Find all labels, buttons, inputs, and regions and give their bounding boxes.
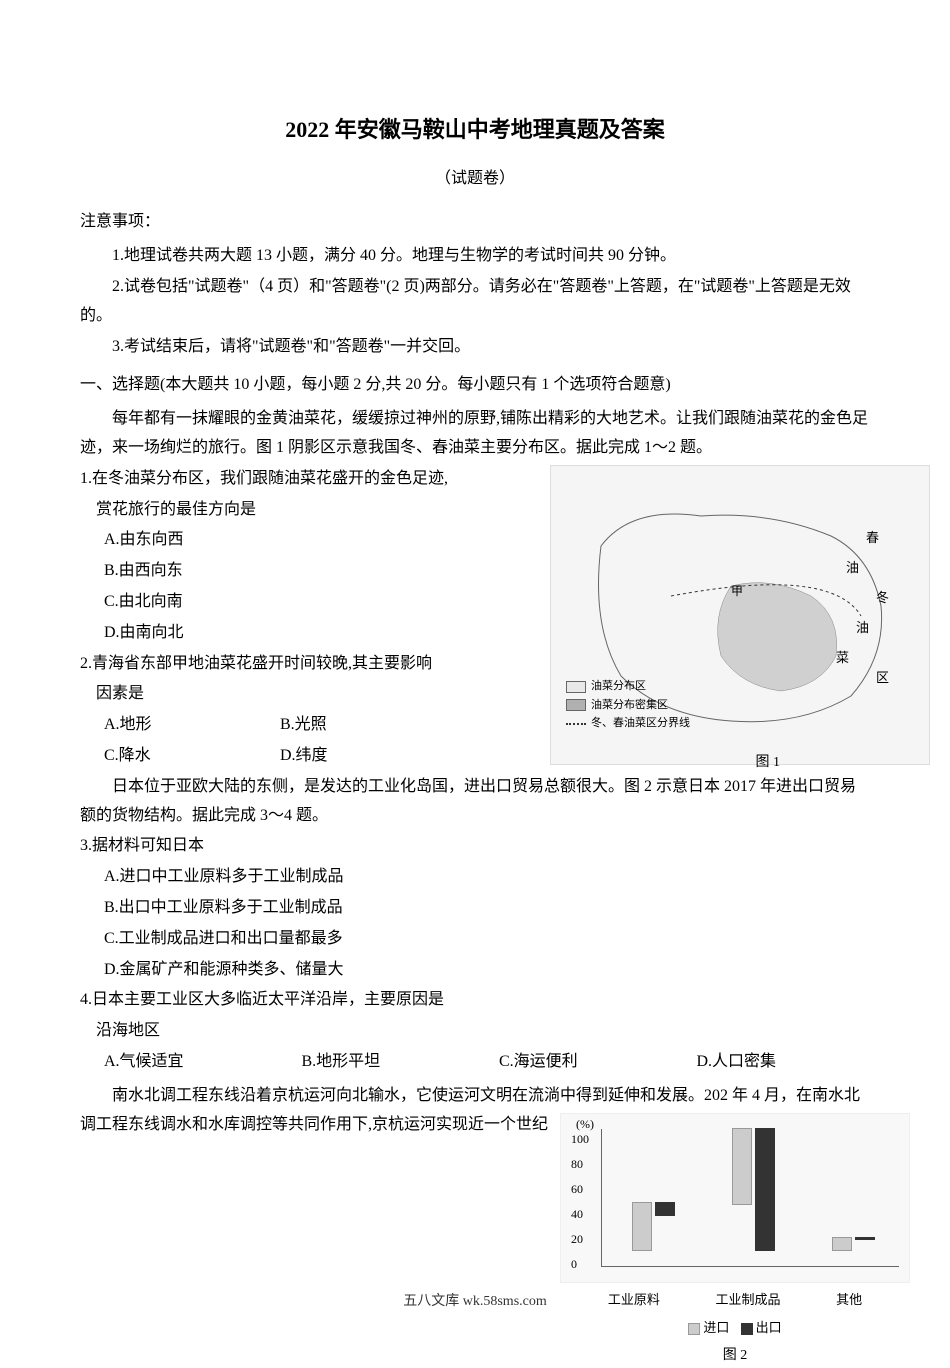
bar-import-3 (832, 1237, 852, 1251)
map-label-cai: 菜 (836, 646, 849, 669)
q1-opt-a: A.由东向西 (80, 526, 480, 555)
q1-q2-block: 1.在冬油菜分布区，我们跟随油菜花盛开的金色足迹, 赏花旅行的最佳方向是 A.由… (80, 465, 870, 771)
exam-subtitle: （试题卷） (80, 165, 870, 194)
y-tick-80: 80 (571, 1154, 583, 1176)
q1-text: 1.在冬油菜分布区，我们跟随油菜花盛开的金色足迹, (80, 465, 480, 494)
legend-boundary: 冬、春油菜区分界线 (591, 715, 690, 732)
q4-opt-c: C.海运便利 (475, 1048, 673, 1077)
notice-item-2: 2.试卷包括"试题卷"（4 页）和"答题卷"(2 页)两部分。请务必在"答题卷"… (80, 273, 870, 331)
q1-line2: 赏花旅行的最佳方向是 (80, 496, 480, 525)
q1-opt-d: D.由南向北 (80, 619, 480, 648)
map-label-oil2: 油 (856, 616, 869, 639)
q3-opt-b: B.出口中工业原料多于工业制成品 (80, 894, 480, 923)
q2-opt-a: A.地形 (80, 711, 280, 740)
y-tick-20: 20 (571, 1229, 583, 1251)
q4-line2: 沿海地区 (80, 1017, 870, 1046)
map-label-spring: 春 (866, 526, 879, 549)
notice-item-3: 3.考试结束后，请将"试题卷"和"答题卷"一并交回。 (80, 333, 870, 362)
q4-text: 4.日本主要工业区大多临近太平洋沿岸，主要原因是 (80, 986, 870, 1015)
map-legend: 油菜分布区 油菜分布密集区 冬、春油菜区分界线 (566, 678, 690, 734)
q2-text: 2.青海省东部甲地油菜花盛开时间较晚,其主要影响 (80, 650, 480, 679)
y-tick-60: 60 (571, 1179, 583, 1201)
q1-opt-b: B.由西向东 (80, 557, 480, 586)
q3-opt-c: C.工业制成品进口和出口量都最多 (80, 925, 480, 954)
map-label-winter: 冬 (876, 586, 889, 609)
q2-line2: 因素是 (80, 680, 480, 709)
bar-export-1 (655, 1202, 675, 1216)
legend-export: 出口 (756, 1320, 782, 1335)
map-label-qu: 区 (876, 666, 889, 689)
q4-opt-a: A.气候适宜 (80, 1048, 278, 1077)
bar-import-2 (732, 1128, 752, 1205)
bar-export-2 (755, 1128, 775, 1251)
q4-opt-d: D.人口密集 (673, 1048, 871, 1077)
y-tick-100: 100 (571, 1129, 589, 1151)
q2-opt-b: B.光照 (280, 711, 480, 740)
legend-dense: 油菜分布密集区 (591, 697, 668, 714)
legend-import: 进口 (703, 1320, 729, 1335)
figure-2-caption: 图 2 (560, 1343, 910, 1368)
map-label-oil: 油 (846, 556, 859, 579)
exam-title: 2022 年安徽马鞍山中考地理真题及答案 (80, 110, 870, 150)
intro-2: 日本位于亚欧大陆的东侧，是发达的工业化岛国，进出口贸易总额很大。图 2 示意日本… (80, 773, 870, 831)
chart-legend: 进口 出口 (560, 1316, 910, 1339)
q2-opt-d: D.纬度 (280, 742, 480, 771)
map-label-jia: 甲 (731, 581, 743, 603)
figure-1-caption: 图 1 (756, 750, 781, 775)
notice-item-1: 1.地理试卷共两大题 13 小题，满分 40 分。地理与生物学的考试时间共 90… (80, 242, 870, 271)
intro-1: 每年都有一抹耀眼的金黄油菜花，缓缓掠过神州的原野,铺陈出精彩的大地艺术。让我们跟… (80, 405, 870, 463)
q3-text: 3.据材料可知日本 (80, 832, 480, 861)
q2-opt-c: C.降水 (80, 742, 280, 771)
q1-opt-c: C.由北向南 (80, 588, 480, 617)
figure-1-map: 春 油 冬 油 菜 区 甲 油菜分布区 油菜分布密集区 冬、春油菜区分界线 (550, 465, 930, 765)
bar-import-1 (632, 1202, 652, 1251)
y-tick-0: 0 (571, 1254, 577, 1276)
page-footer: 五八文库 wk.58sms.com (0, 1289, 950, 1314)
bar-export-3 (855, 1237, 875, 1240)
section-1-header: 一、选择题(本大题共 10 小题，每小题 2 分,共 20 分。每小题只有 1 … (80, 371, 870, 400)
q3-opt-a: A.进口中工业原料多于工业制成品 (80, 863, 480, 892)
legend-area: 油菜分布区 (591, 678, 646, 695)
q4-opt-b: B.地形平坦 (278, 1048, 476, 1077)
y-tick-40: 40 (571, 1204, 583, 1226)
q3-opt-d: D.金属矿产和能源种类多、储量大 (80, 956, 480, 985)
notice-header: 注意事项： (80, 208, 870, 237)
